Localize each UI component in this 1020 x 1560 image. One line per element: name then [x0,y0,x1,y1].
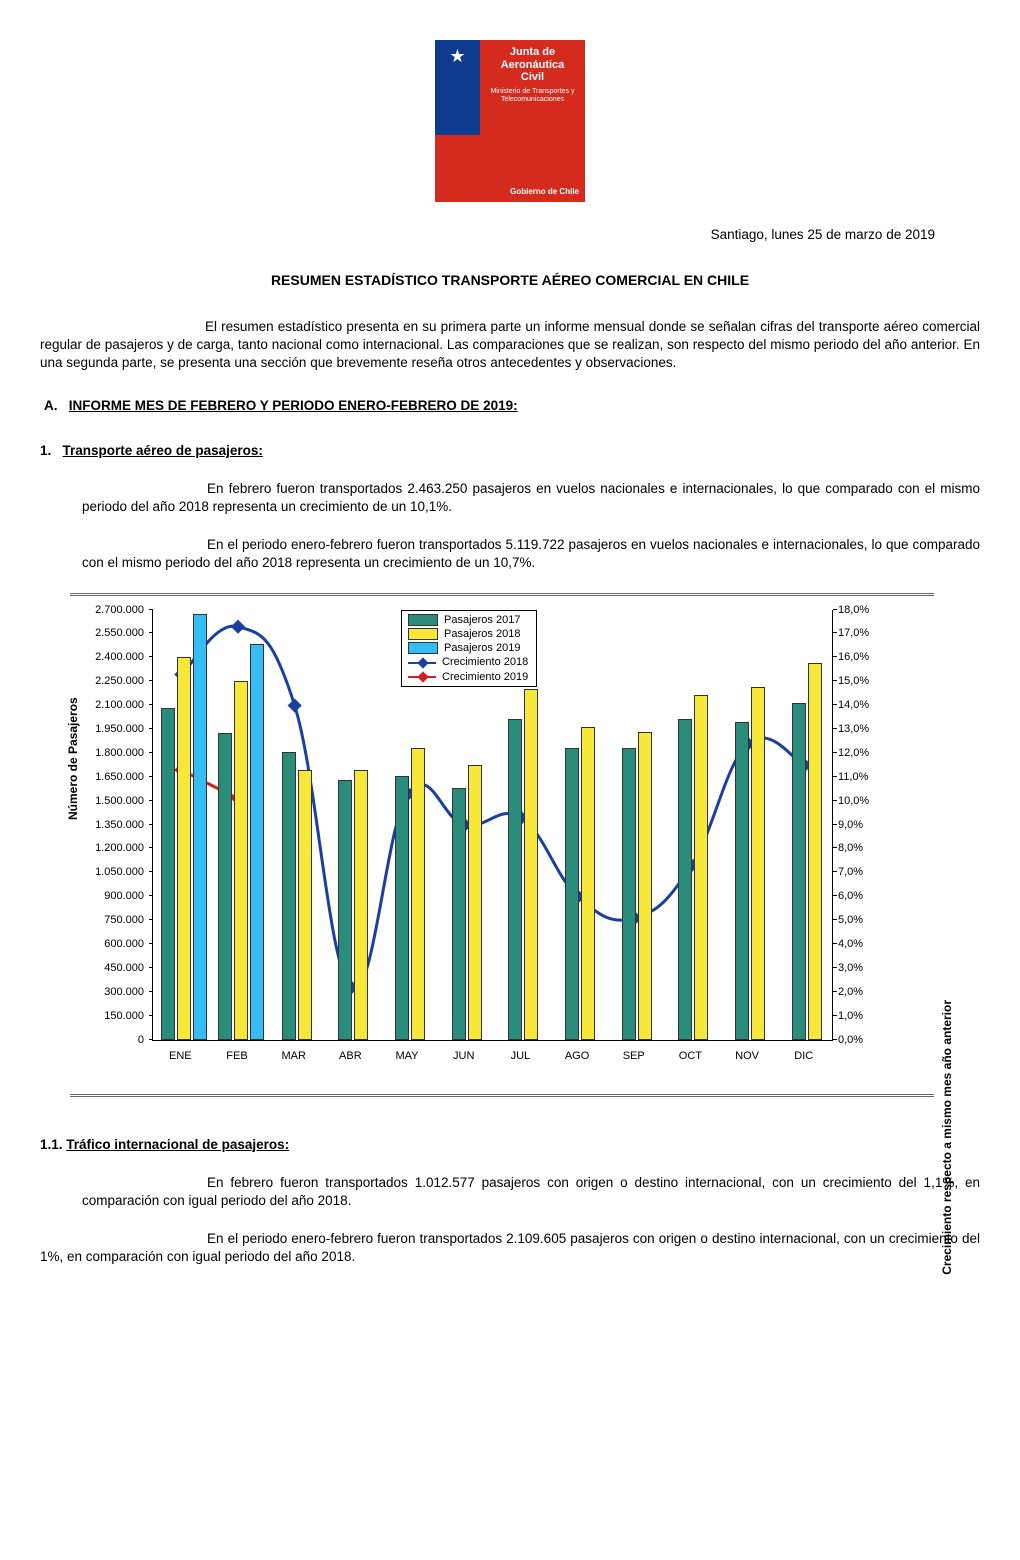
bar [808,663,822,1039]
logo-subtitle: Ministerio de Transportes y Telecomunica… [486,88,579,103]
legend-p2017: Pasajeros 2017 [444,613,520,627]
bar-group [678,695,708,1039]
bar-group [508,689,538,1040]
bar [638,732,652,1040]
section-a-heading: A. INFORME MES DE FEBRERO Y PERIODO ENER… [44,398,980,413]
legend-p2019: Pasajeros 2019 [444,641,520,655]
logo-gov: Gobierno de Chile [435,135,585,202]
section-a-title: INFORME MES DE FEBRERO Y PERIODO ENERO-F… [69,398,518,413]
para1-text: En febrero fueron transportados 2.463.25… [82,481,980,514]
bar [694,695,708,1039]
bar [354,770,368,1040]
bar-group [565,727,595,1040]
bar [177,657,191,1040]
bar-group [792,663,822,1039]
para3-text: En febrero fueron transportados 1.012.57… [82,1175,980,1208]
bar [508,719,522,1040]
paragraph-1: En febrero fueron transportados 2.463.25… [82,480,980,516]
bar-group [338,770,368,1040]
bar [218,733,232,1039]
bar [678,719,692,1040]
para4-text: En el periodo enero-febrero fueron trans… [40,1231,980,1264]
page-title: RESUMEN ESTADÍSTICO TRANSPORTE AÉREO COM… [40,272,980,288]
bar [792,703,806,1039]
bar [193,614,207,1040]
intro-text: El resumen estadístico presenta en su pr… [40,319,980,370]
bar-group [161,614,207,1040]
logo-container: ★ Junta de Aeronáutica Civil Ministerio … [40,40,980,197]
logo: ★ Junta de Aeronáutica Civil Ministerio … [435,40,585,195]
section-11-heading: 1.1. Tráfico internacional de pasajeros: [40,1137,980,1152]
y-right-axis-title: Crecimiento respecto a mismo mes año ant… [940,1000,954,1275]
para2-text: En el periodo enero-febrero fueron trans… [82,537,980,570]
date-line: Santiago, lunes 25 de marzo de 2019 [40,227,935,242]
section-1-title: Transporte aéreo de pasajeros: [63,443,263,458]
paragraph-2: En el periodo enero-febrero fueron trans… [82,536,980,572]
legend: Pasajeros 2017 Pasajeros 2018 Pasajeros … [401,610,537,687]
bar [161,708,175,1040]
chart: Número de Pasajeros Crecimiento respecto… [70,600,934,1090]
paragraph-3: En febrero fueron transportados 1.012.57… [82,1174,980,1210]
bar [468,765,482,1039]
logo-title-3: Civil [486,71,579,84]
logo-star-icon: ★ [449,46,465,67]
section-1-prefix: 1. [40,443,51,458]
bar-group [735,687,765,1039]
bar-group [218,644,264,1039]
bar [452,788,466,1040]
bar [622,748,636,1040]
bar [751,687,765,1039]
section-11-title: Tráfico internacional de pasajeros: [66,1137,289,1152]
section-a-prefix: A. [44,398,58,413]
legend-p2018: Pasajeros 2018 [444,627,520,641]
intro-paragraph: El resumen estadístico presenta en su pr… [40,318,980,373]
bar [411,748,425,1040]
bar [234,681,248,1040]
bar [565,748,579,1040]
y-left-labels: 0150.000300.000450.000600.000750.000900.… [70,604,148,1040]
section-11-prefix: 1.1. [40,1137,63,1152]
bar [282,752,296,1039]
plot-area: Pasajeros 2017 Pasajeros 2018 Pasajeros … [152,610,833,1041]
bar [524,689,538,1040]
bar [338,780,352,1040]
chart-container: Número de Pasajeros Crecimiento respecto… [70,593,934,1097]
bar-group [622,732,652,1040]
bar [250,644,264,1039]
logo-title-1: Junta de [486,46,579,59]
bar-group [395,748,425,1040]
bar [735,722,749,1039]
bar-group [452,765,482,1039]
bar [395,776,409,1039]
bar [581,727,595,1040]
bar [298,770,312,1040]
y-right-labels: 0,0%1,0%2,0%3,0%4,0%5,0%6,0%7,0%8,0%9,0%… [834,604,884,1040]
legend-c2018: Crecimiento 2018 [442,655,528,669]
legend-c2019: Crecimiento 2019 [442,670,528,684]
bar-group [282,752,312,1039]
x-labels: ENEFEBMARABRMAYJUNJULAGOSEPOCTNOVDIC [152,1050,832,1068]
logo-title-2: Aeronáutica [486,59,579,72]
paragraph-4: En el periodo enero-febrero fueron trans… [40,1230,980,1266]
section-1-heading: 1. Transporte aéreo de pasajeros: [40,443,980,458]
